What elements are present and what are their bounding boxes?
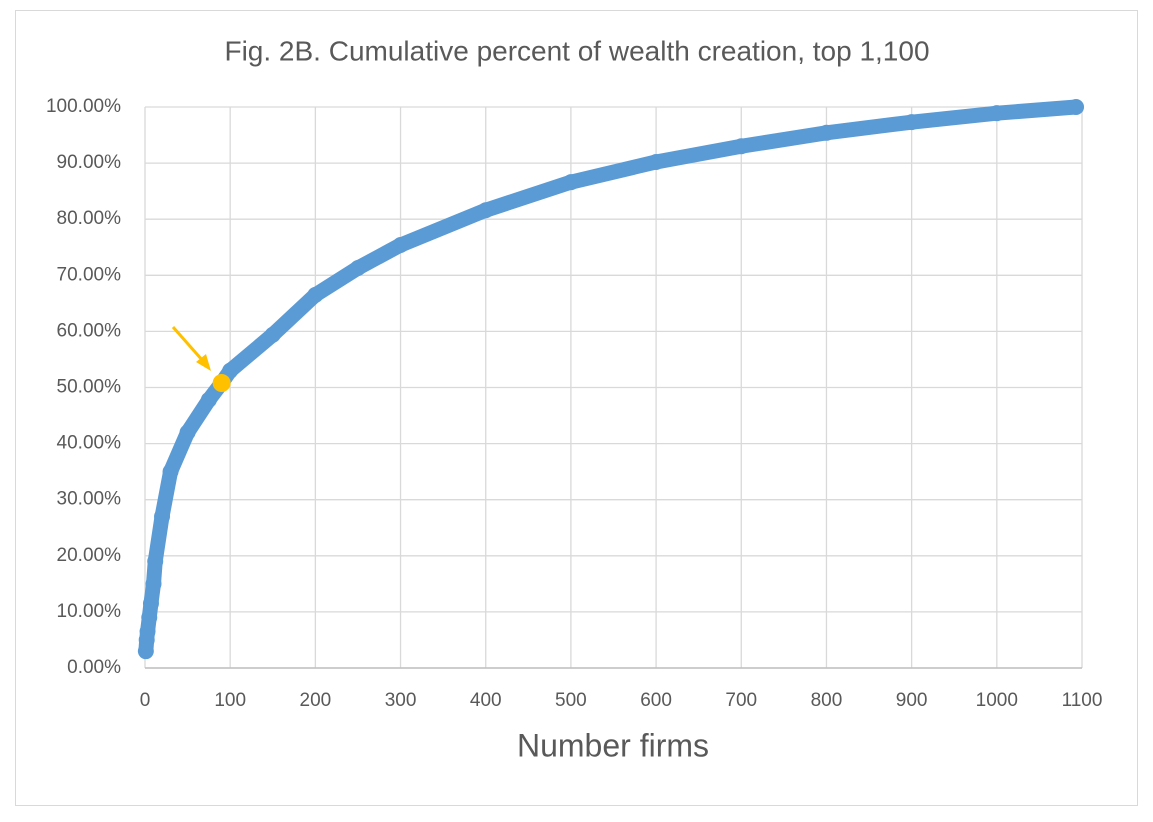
x-tick-label: 1100 bbox=[1062, 690, 1103, 711]
point bbox=[477, 202, 494, 219]
point bbox=[903, 114, 920, 131]
arrow bbox=[171, 326, 205, 362]
x-tick-label: 400 bbox=[470, 690, 502, 711]
x-tick-label: 800 bbox=[811, 690, 843, 711]
point bbox=[307, 286, 324, 303]
point bbox=[147, 553, 164, 570]
y-tick-label: 70.00% bbox=[57, 264, 122, 285]
point bbox=[162, 463, 179, 480]
arrow-head bbox=[196, 354, 211, 371]
point bbox=[142, 595, 159, 612]
y-tick-label: 0.00% bbox=[67, 657, 121, 678]
point bbox=[349, 260, 366, 277]
x-axis-label: Number firms bbox=[517, 727, 709, 763]
point bbox=[154, 508, 171, 525]
point bbox=[648, 153, 665, 170]
highlight-point bbox=[212, 374, 231, 393]
grid bbox=[144, 106, 1083, 669]
point bbox=[200, 391, 217, 408]
point bbox=[1068, 99, 1085, 115]
point bbox=[562, 174, 579, 191]
point bbox=[141, 609, 158, 626]
point bbox=[818, 124, 835, 141]
plot bbox=[137, 99, 1085, 660]
y-tick-label: 90.00% bbox=[57, 152, 122, 173]
y-tick-label: 50.00% bbox=[57, 377, 122, 398]
y-tick-label: 30.00% bbox=[57, 489, 122, 510]
y-tick-label: 80.00% bbox=[57, 208, 122, 229]
y-tick-label: 40.00% bbox=[57, 433, 122, 454]
chart-title: Fig. 2B. Cumulative percent of wealth cr… bbox=[224, 35, 929, 66]
x-tick-label: 900 bbox=[896, 690, 928, 711]
point bbox=[264, 326, 281, 343]
point bbox=[145, 575, 162, 592]
point bbox=[222, 362, 239, 379]
y-tick-label: 100.00% bbox=[46, 96, 121, 117]
y-tick-label: 60.00% bbox=[57, 320, 122, 341]
point bbox=[179, 424, 196, 441]
x-tick-label: 700 bbox=[725, 690, 757, 711]
x-tick-label: 600 bbox=[640, 690, 672, 711]
y-tick-label: 10.00% bbox=[57, 601, 122, 622]
point bbox=[392, 237, 409, 254]
point bbox=[988, 105, 1005, 122]
x-tick-label: 1000 bbox=[976, 690, 1018, 711]
x-tick-label: 500 bbox=[555, 690, 587, 711]
point bbox=[139, 623, 156, 640]
x-tick-label: 100 bbox=[214, 690, 246, 711]
point bbox=[733, 138, 750, 155]
x-tick-label: 200 bbox=[300, 690, 332, 711]
chart-border bbox=[15, 10, 1138, 806]
x-tick-label: 300 bbox=[385, 690, 417, 711]
x-tick-label: 0 bbox=[140, 690, 151, 711]
y-tick-label: 20.00% bbox=[57, 545, 122, 566]
